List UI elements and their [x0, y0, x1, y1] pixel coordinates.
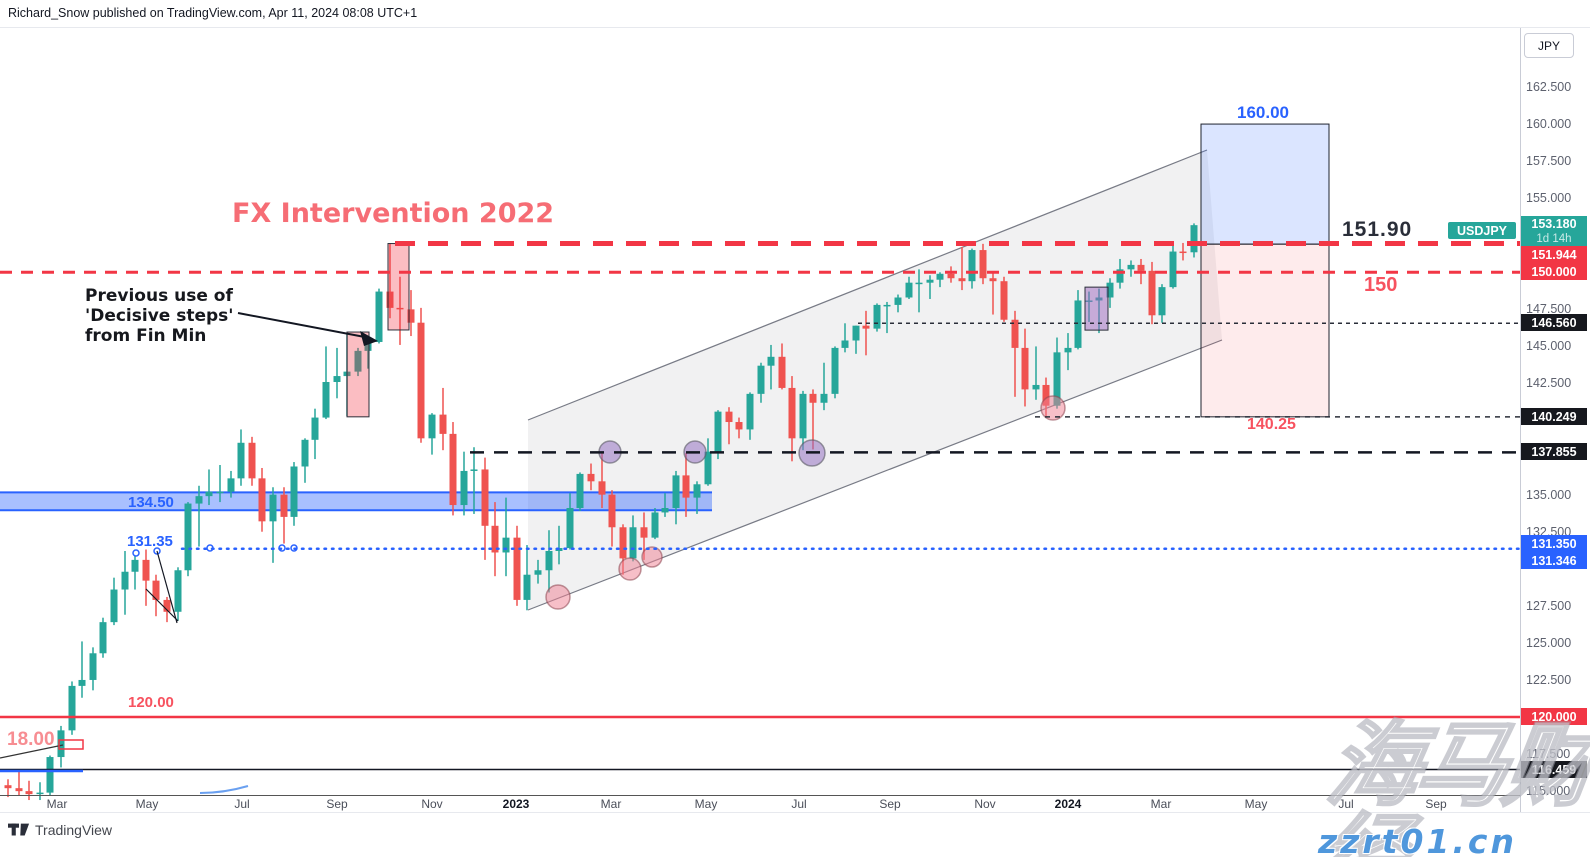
price-label-badge: 153.180 1d 14h — [1521, 216, 1587, 248]
tradingview-logo[interactable]: TradingView — [8, 822, 112, 838]
support-band-13450[interactable] — [0, 492, 712, 511]
annotation-arrow[interactable] — [237, 312, 371, 339]
trend-channel-line[interactable] — [527, 149, 1208, 421]
currency-unit-button[interactable]: JPY — [1524, 33, 1574, 58]
time-tick: Mar — [1150, 797, 1172, 811]
wedge-line[interactable] — [145, 588, 179, 622]
time-tick: May — [1244, 797, 1268, 811]
intervention-box-2[interactable] — [387, 243, 410, 331]
target-box-down[interactable] — [1200, 243, 1330, 418]
annotation-level-150[interactable]: 150 — [1364, 274, 1398, 296]
event-circle-pink[interactable] — [1040, 395, 1066, 421]
target-box-up[interactable] — [1200, 123, 1330, 245]
time-tick: Nov — [974, 797, 996, 811]
price-tick: 142.500 — [1526, 376, 1572, 390]
price-label-badge: 137.855 — [1521, 443, 1587, 460]
price-label-badge: 131.350 — [1521, 535, 1587, 552]
price-tick: 147.500 — [1526, 302, 1572, 316]
annotation-decisive-steps[interactable]: Previous use of 'Decisive steps' from Fi… — [85, 286, 234, 346]
watermark-site: zzrt01.cn — [1318, 822, 1517, 857]
annotation-level-13450[interactable]: 134.50 — [128, 494, 174, 511]
time-tick: Jul — [234, 797, 250, 811]
price-tick: 135.000 — [1526, 488, 1572, 502]
event-circle-pink[interactable] — [618, 557, 642, 581]
price-tick: 122.500 — [1526, 673, 1572, 687]
bar-countdown: 1d 14h — [1536, 233, 1572, 245]
tradingview-logo-text: TradingView — [35, 822, 113, 838]
price-tick: 125.000 — [1526, 636, 1572, 650]
price-label-badge: 146.560 — [1521, 314, 1587, 331]
annotation-level-118[interactable]: 18.00 — [7, 729, 55, 750]
price-label-badge: 151.944 — [1521, 246, 1587, 263]
anchor-point[interactable] — [132, 549, 140, 557]
header-divider — [0, 27, 1590, 28]
wedge-line[interactable] — [156, 550, 178, 624]
price-tick: 157.500 — [1526, 154, 1572, 168]
price-tick: 155.000 — [1526, 191, 1572, 205]
time-tick: Sep — [326, 797, 348, 811]
price-tick: 145.000 — [1526, 339, 1572, 353]
price-axis-divider — [1520, 28, 1521, 812]
price-label-badge: 120.000 — [1521, 708, 1587, 725]
price-tick: 127.500 — [1526, 599, 1572, 613]
price-label-badge: 140.249 — [1521, 408, 1587, 425]
annotation-level-13135[interactable]: 131.35 — [127, 533, 173, 550]
annotation-fx-intervention[interactable]: FX Intervention 2022 — [232, 198, 555, 229]
time-tick: Sep — [879, 797, 901, 811]
time-tick: May — [135, 797, 159, 811]
time-tick: Jul — [791, 797, 807, 811]
annotation-level-12000[interactable]: 120.00 — [128, 694, 174, 711]
chart-bottom-divider — [0, 812, 1590, 813]
trend-channel[interactable] — [528, 150, 1222, 610]
price-tick: 115.000 — [1526, 784, 1571, 798]
time-tick: Jul — [1338, 797, 1354, 811]
annotation-level-15190[interactable]: 151.90 — [1342, 218, 1413, 241]
time-tick: 2024 — [1054, 797, 1082, 811]
red-marker-box[interactable] — [58, 739, 84, 750]
intervention-box-1[interactable] — [346, 331, 370, 418]
trend-channel-line[interactable] — [527, 339, 1223, 611]
event-circle-pink[interactable] — [641, 546, 663, 568]
time-axis-divider — [0, 795, 1520, 796]
annotation-arrow-head[interactable] — [360, 331, 378, 346]
price-label-badge: 116.459 — [1521, 761, 1587, 778]
price-tick: 160.000 — [1526, 117, 1572, 131]
time-tick: Mar — [46, 797, 68, 811]
time-tick: May — [694, 797, 718, 811]
price-label-badge: 150.000 — [1521, 263, 1587, 280]
time-tick: Nov — [421, 797, 443, 811]
time-tick: 2023 — [502, 797, 530, 811]
publish-attribution: Richard_Snow published on TradingView.co… — [8, 6, 418, 20]
blue-arc[interactable] — [199, 785, 249, 794]
tradingview-logo-icon — [8, 823, 30, 836]
event-circle-pink[interactable] — [545, 584, 571, 610]
annotation-target-160[interactable]: 160.00 — [1237, 103, 1289, 122]
price-label-badge: 131.346 — [1521, 552, 1587, 569]
symbol-price-flag: USDJPY — [1448, 222, 1516, 239]
trendline-bottom-left[interactable] — [0, 744, 64, 759]
price-tick: 117.500 — [1526, 747, 1571, 761]
boj-box[interactable] — [1084, 286, 1109, 331]
time-tick: Sep — [1425, 797, 1447, 811]
time-tick: Mar — [600, 797, 622, 811]
annotation-level-14025[interactable]: 140.25 — [1247, 416, 1296, 433]
price-tick: 162.500 — [1526, 80, 1572, 94]
